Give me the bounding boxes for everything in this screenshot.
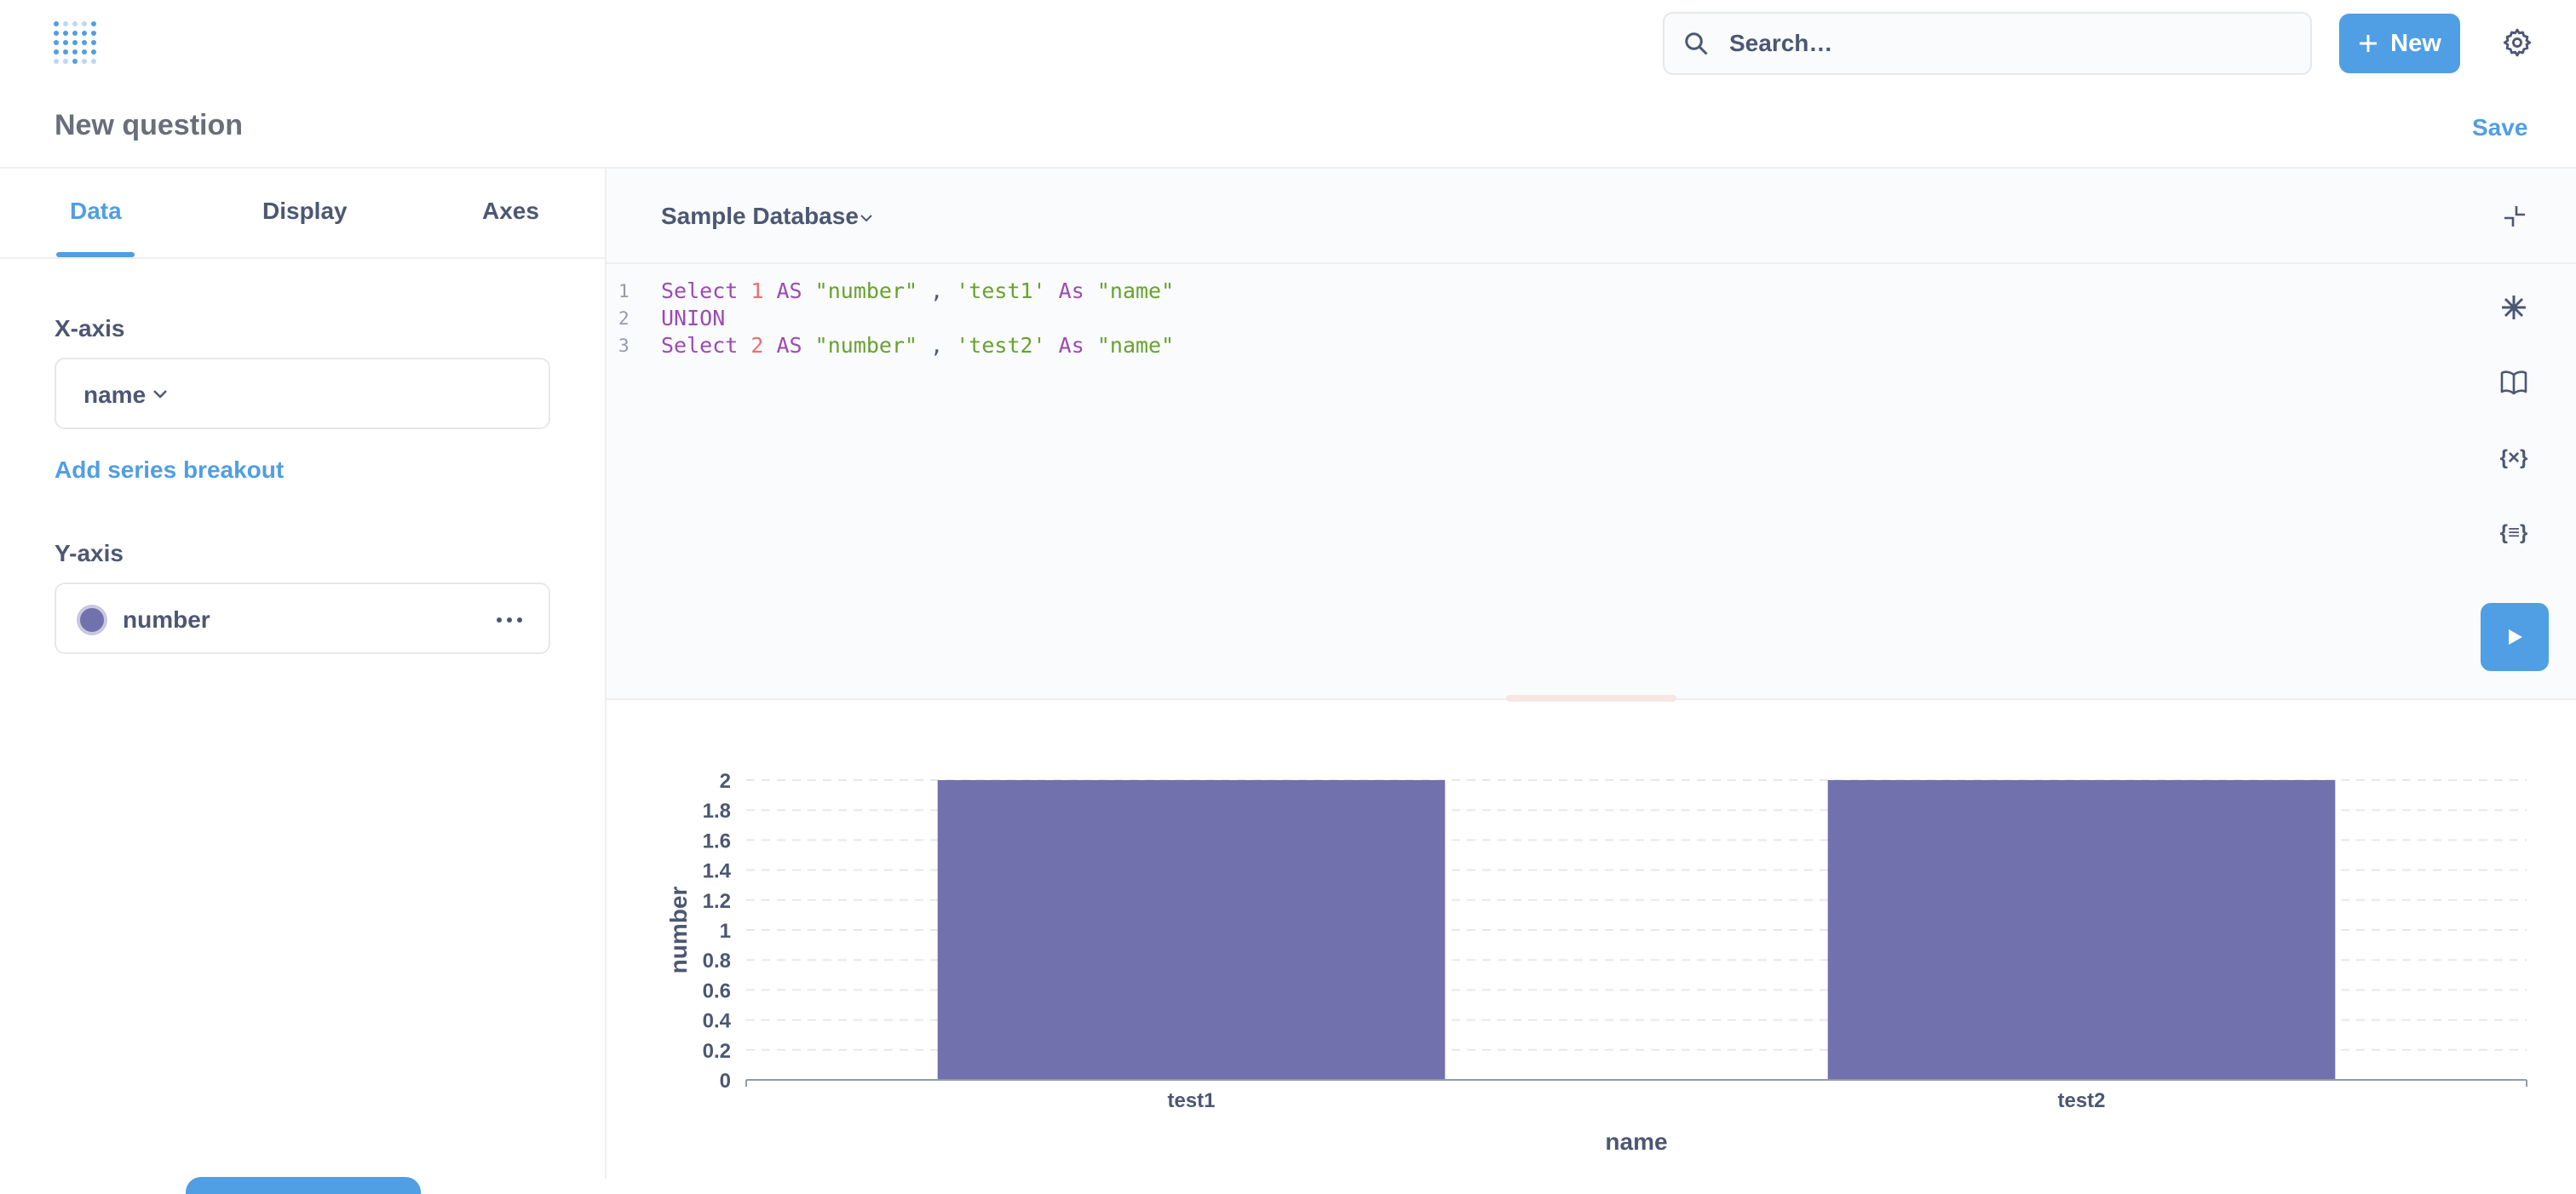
viz-settings-sidebar: Data Display Axes X-axis name Add series… xyxy=(0,169,607,1194)
x-axis-label: X-axis xyxy=(55,315,125,342)
code-token xyxy=(763,278,776,303)
snippet-icon[interactable] xyxy=(2499,293,2528,322)
new-button-label: New xyxy=(2390,29,2441,57)
code-token xyxy=(1046,333,1059,358)
more-options-icon[interactable] xyxy=(496,617,523,623)
y-tick-label: 1.4 xyxy=(703,860,732,883)
search-input[interactable] xyxy=(1728,29,2239,58)
code-token: "number" xyxy=(814,333,918,358)
save-button[interactable]: Save xyxy=(2472,114,2528,141)
code-token: "name" xyxy=(1096,333,1175,358)
code-token: 2 xyxy=(750,333,764,358)
collapse-editor-icon[interactable] xyxy=(2501,203,2528,230)
bar[interactable] xyxy=(937,780,1446,1080)
search-icon xyxy=(1685,32,1708,55)
line-number: 3 xyxy=(618,336,630,356)
new-button[interactable]: New xyxy=(2339,14,2460,73)
metabase-logo-icon[interactable] xyxy=(53,20,97,65)
code-token: "name" xyxy=(1096,278,1175,303)
settings-tabs: Data Display Axes xyxy=(0,169,605,259)
y-tick-label: 0 xyxy=(720,1070,731,1093)
code-token: 'test2' xyxy=(956,333,1046,358)
tab-axes[interactable]: Axes xyxy=(482,198,539,224)
code-token: 1 xyxy=(750,278,764,303)
code-token: As xyxy=(1058,333,1084,358)
x-tick-label: test2 xyxy=(2057,1089,2105,1112)
svg-text:{≡}: {≡} xyxy=(2500,521,2528,544)
svg-text:{×}: {×} xyxy=(2500,446,2528,469)
code-token: 'test1' xyxy=(956,278,1046,303)
x-axis-select[interactable]: name xyxy=(55,358,550,429)
code-token xyxy=(1046,278,1059,303)
y-axis-series-item[interactable]: number xyxy=(55,583,550,654)
code-token xyxy=(738,278,750,303)
editor-header: Sample Database xyxy=(607,169,2576,264)
active-tab-indicator xyxy=(56,252,135,257)
chart-canvas: 0 0.2 0.4 0.6 0.8 1 1.2 1.4 1.6 1.8 2 test1 test2 nam… xyxy=(665,770,2527,1155)
y-tick-label: 1.2 xyxy=(703,890,731,913)
variables-icon[interactable]: {×} xyxy=(2498,443,2530,472)
code-token: Select xyxy=(661,333,739,358)
bar-chart: 0 0.2 0.4 0.6 0.8 1 1.2 1.4 1.6 1.8 2 test1 test2 nam… xyxy=(607,702,2576,1179)
plus-icon xyxy=(2360,35,2378,52)
search-bar[interactable] xyxy=(1663,12,2312,75)
code-token xyxy=(1084,278,1097,303)
y-tick-label: 0.4 xyxy=(703,1010,732,1033)
code-token: Select xyxy=(661,278,739,303)
add-series-breakout-link[interactable]: Add series breakout xyxy=(55,456,285,483)
y-axis-title: number xyxy=(665,887,692,974)
code-token xyxy=(802,333,815,358)
code-token: As xyxy=(1058,278,1084,303)
native-query-editor: Sample Database 1 Select 1 AS "number" , … xyxy=(607,169,2576,700)
y-tick-label: 1 xyxy=(720,920,731,943)
chevron-down-icon[interactable] xyxy=(859,213,874,223)
y-axis-label: Y-axis xyxy=(55,540,124,566)
line-number: 1 xyxy=(618,281,630,301)
code-token: , xyxy=(917,333,957,358)
code-token xyxy=(802,278,815,303)
y-tick-label: 0.2 xyxy=(703,1040,731,1063)
x-axis-title: name xyxy=(1605,1128,1667,1155)
x-tick-label: test1 xyxy=(1167,1089,1215,1112)
header-divider xyxy=(0,167,2576,169)
gear-icon[interactable] xyxy=(2503,28,2532,57)
x-axis-value: name xyxy=(83,382,147,408)
code-text: Select 1 AS "number" , 'test1' As "name" xyxy=(661,278,1174,305)
chevron-down-icon xyxy=(153,390,167,399)
code-token: , xyxy=(917,278,957,303)
y-tick-label: 1.8 xyxy=(703,800,731,823)
code-token xyxy=(763,333,776,358)
line-number: 2 xyxy=(618,308,630,329)
y-tick-label: 0.8 xyxy=(703,950,731,973)
code-token: UNION xyxy=(661,306,726,330)
y-tick-label: 2 xyxy=(720,770,731,793)
play-icon xyxy=(2509,629,2522,645)
series-color-swatch[interactable] xyxy=(77,605,107,635)
preview-query-icon[interactable]: {≡} xyxy=(2498,518,2530,547)
editor-resize-handle[interactable] xyxy=(1506,695,1676,702)
code-text: UNION xyxy=(661,305,725,332)
y-tick-label: 1.6 xyxy=(703,829,731,852)
data-reference-icon[interactable] xyxy=(2499,368,2528,397)
code-token: AS xyxy=(776,333,802,358)
tab-data[interactable]: Data xyxy=(70,198,122,224)
code-text: Select 2 AS "number" , 'test2' As "name" xyxy=(661,332,1174,359)
code-token xyxy=(738,333,750,358)
y-tick-label: 0.6 xyxy=(703,979,731,1002)
run-query-button[interactable] xyxy=(2481,603,2549,671)
code-token: "number" xyxy=(814,278,918,303)
page-title[interactable]: New question xyxy=(55,109,244,141)
done-button[interactable] xyxy=(186,1177,421,1194)
code-token: AS xyxy=(776,278,802,303)
database-picker[interactable]: Sample Database xyxy=(661,203,859,229)
tab-display[interactable]: Display xyxy=(262,198,348,224)
code-token xyxy=(1084,333,1097,358)
bar[interactable] xyxy=(1827,780,2336,1080)
y-axis-value: number xyxy=(123,606,210,633)
